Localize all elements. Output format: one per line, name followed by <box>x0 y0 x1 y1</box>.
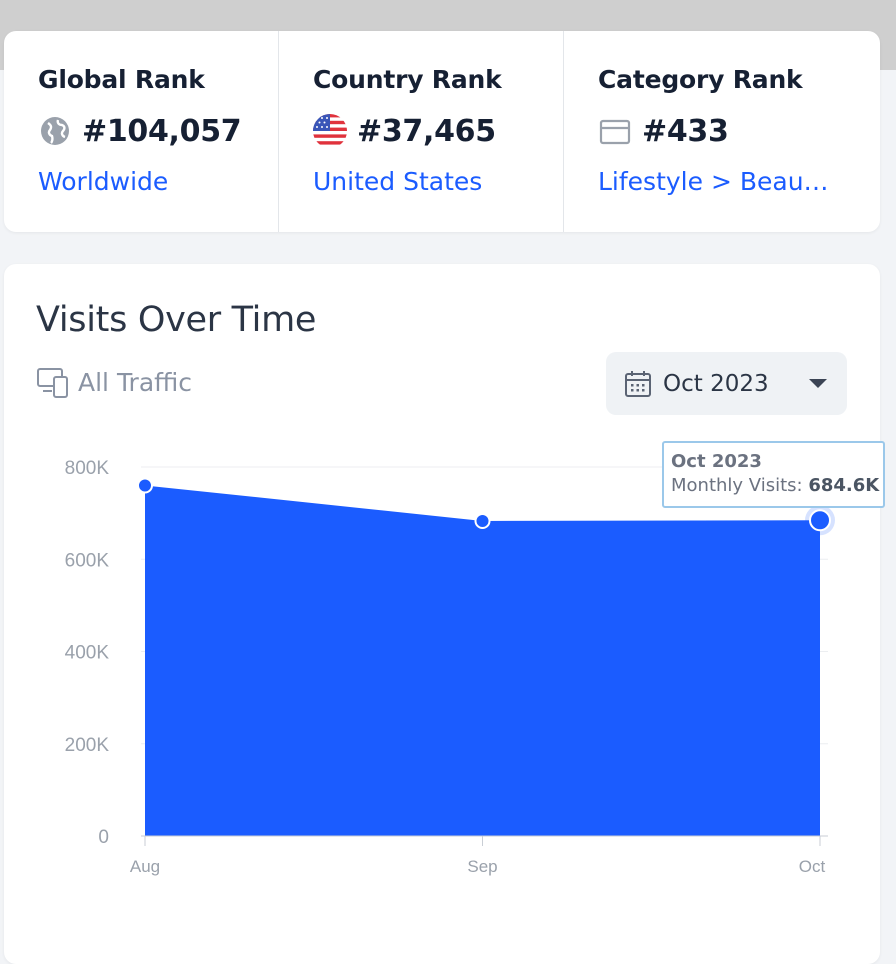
x-tick-label: Sep <box>467 857 497 876</box>
y-tick-label: 200K <box>65 735 110 756</box>
y-tick-label: 600K <box>65 550 110 571</box>
category-rank: Category Rank #433 Lifestyle > Beaut... <box>564 31 880 232</box>
us-flag-icon <box>313 114 347 148</box>
traffic-filter[interactable]: All Traffic <box>36 365 192 399</box>
y-tick-label: 800K <box>65 458 110 479</box>
x-tick-label: Aug <box>130 857 160 876</box>
series-area <box>145 485 820 836</box>
country-rank-title: Country Rank <box>313 65 502 94</box>
tooltip-value: 684.6K <box>808 475 880 496</box>
global-rank-value: #104,057 <box>82 113 242 149</box>
global-rank: Global Rank #104,057 Worldwide <box>4 31 279 232</box>
country-rank: Country Rank <box>279 31 564 232</box>
global-rank-link[interactable]: Worldwide <box>38 167 169 196</box>
category-rank-value: #433 <box>642 113 729 149</box>
date-select-value: Oct 2023 <box>663 370 769 397</box>
global-rank-title: Global Rank <box>38 65 205 94</box>
country-rank-value: #37,465 <box>357 113 496 149</box>
globe-icon <box>38 114 72 148</box>
visits-chart: 0 200K 400K 600K 800K Aug Sep Oct <box>65 458 835 876</box>
tooltip-title: Oct 2023 <box>671 451 762 472</box>
rank-card: Global Rank #104,057 Worldwide Country R… <box>4 31 880 232</box>
traffic-label: All Traffic <box>78 367 193 397</box>
chevron-down-icon <box>809 379 827 388</box>
category-icon <box>598 114 632 148</box>
devices-icon <box>37 368 68 398</box>
category-rank-link[interactable]: Lifestyle > Beaut... <box>598 167 833 196</box>
y-tick-label: 0 <box>98 827 109 848</box>
visits-card: Visits Over Time All Traffic Oct 2023 0 2… <box>4 264 885 964</box>
data-point <box>809 509 831 532</box>
y-tick-label: 400K <box>65 643 110 664</box>
x-tick-label: Oct <box>799 857 826 876</box>
data-point <box>474 512 491 529</box>
data-point <box>137 477 153 494</box>
tooltip-label: Monthly Visits: <box>671 475 809 496</box>
country-rank-link[interactable]: United States <box>313 167 483 196</box>
category-rank-title: Category Rank <box>598 65 803 94</box>
chart-tooltip: Oct 2023 Monthly Visits: 684.6K <box>662 441 885 508</box>
visits-title: Visits Over Time <box>36 300 317 340</box>
date-select[interactable]: Oct 2023 <box>606 352 847 415</box>
calendar-icon <box>625 370 651 397</box>
